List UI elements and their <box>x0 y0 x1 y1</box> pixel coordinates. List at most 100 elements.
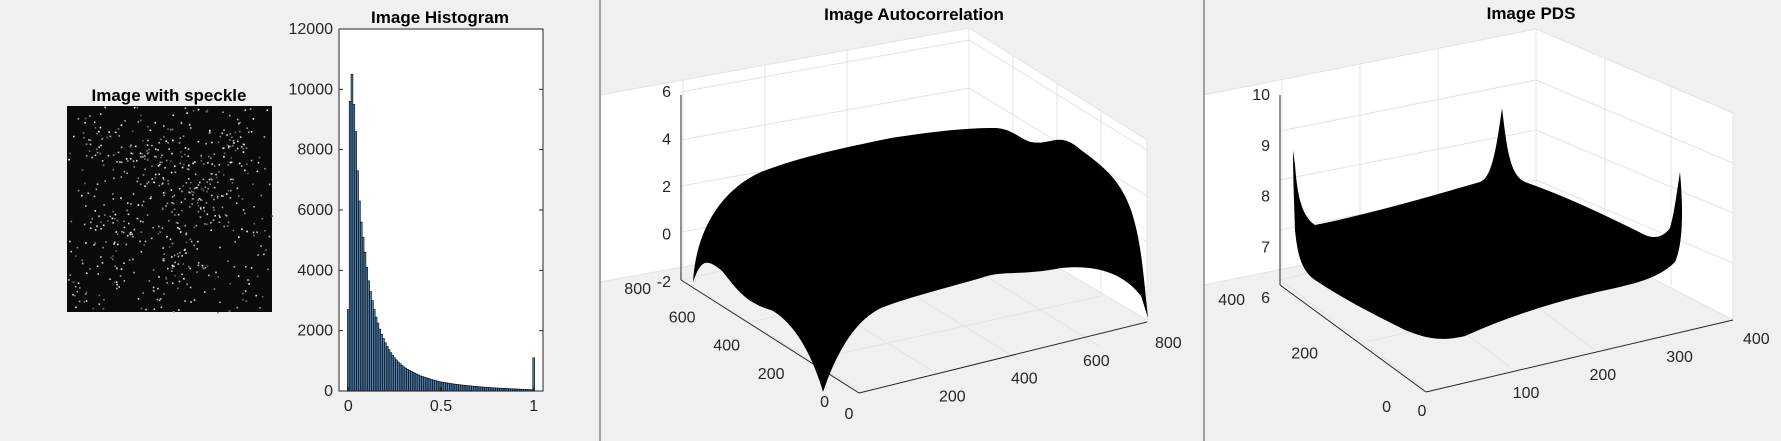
speckle-dot <box>182 185 184 187</box>
speckle-dot <box>142 204 144 206</box>
speckle-dot <box>121 124 123 126</box>
pds-x-tick-label: 400 <box>1743 331 1770 348</box>
speckle-dot <box>262 296 264 298</box>
autocorr-y-tick-label: 800 <box>624 281 651 298</box>
speckle-dot <box>152 227 154 229</box>
speckle-dot <box>218 171 220 173</box>
speckle-dot <box>89 115 91 117</box>
speckle-dot <box>210 158 212 160</box>
speckle-dot <box>238 275 240 277</box>
speckle-dot <box>93 308 95 310</box>
speckle-dot <box>229 310 231 312</box>
speckle-dot <box>211 195 213 197</box>
speckle-dot <box>102 247 104 249</box>
speckle-dot <box>213 209 215 211</box>
speckle-dot <box>253 232 255 234</box>
speckle-dot <box>157 299 159 301</box>
speckle-dot <box>222 195 224 197</box>
speckle-dot <box>236 203 238 205</box>
speckle-dot <box>272 215 274 217</box>
speckle-dot <box>245 109 247 111</box>
speckle-dot <box>181 156 183 158</box>
speckle-dot <box>137 218 139 220</box>
speckle-dot <box>206 191 208 193</box>
speckle-dot <box>86 272 88 274</box>
speckle-dot <box>84 122 86 124</box>
speckle-dot <box>226 193 228 195</box>
pds-x-tick-label: 100 <box>1513 385 1540 402</box>
speckle-dot <box>154 156 156 158</box>
histogram-y-tick-label: 12000 <box>289 21 334 38</box>
speckle-dot <box>193 245 195 247</box>
speckle-dot <box>115 214 117 216</box>
speckle-dot <box>259 307 261 309</box>
pds-y-tick-label: 400 <box>1218 292 1245 309</box>
speckle-dot <box>85 242 87 244</box>
speckle-dot <box>206 202 208 204</box>
speckle-dot <box>251 267 253 269</box>
speckle-dot <box>132 130 134 132</box>
speckle-dot <box>218 164 220 166</box>
autocorr-figure: Image Autocorrelation <box>601 0 1203 441</box>
speckle-dot <box>96 133 98 135</box>
speckle-dot <box>144 155 146 157</box>
speckle-dot <box>241 228 243 230</box>
speckle-dot <box>127 235 129 237</box>
speckle-dot <box>228 190 230 192</box>
autocorr-y-tick-label: 600 <box>669 309 696 326</box>
speckle-dot <box>155 148 157 150</box>
speckle-dot <box>124 120 126 122</box>
speckle-dot <box>97 273 99 275</box>
speckle-dot <box>168 183 170 185</box>
speckle-dot <box>215 174 217 176</box>
speckle-dot <box>90 144 92 146</box>
speckle-dot <box>181 210 183 212</box>
speckle-dot <box>112 255 114 257</box>
speckle-dot <box>171 172 173 174</box>
speckle-dot <box>243 148 245 150</box>
speckle-dot <box>229 115 231 117</box>
speckle-dot <box>167 180 169 182</box>
speckle-dot <box>179 188 181 190</box>
speckle-dot <box>163 253 165 255</box>
speckle-dot <box>126 158 128 160</box>
speckle-dot <box>151 165 153 167</box>
speckle-dot <box>113 154 115 156</box>
speckle-dot <box>257 254 259 256</box>
speckle-dot <box>186 233 188 235</box>
speckle-dot <box>241 165 243 167</box>
histogram-x-tick-label: 0.5 <box>430 398 452 415</box>
speckle-dot <box>146 183 148 185</box>
speckle-dot <box>195 174 197 176</box>
speckle-dot <box>229 283 231 285</box>
speckle-dot <box>134 166 136 168</box>
speckle-dot <box>264 136 266 138</box>
speckle-dot <box>167 203 169 205</box>
speckle-dot <box>211 142 213 144</box>
speckle-dot <box>189 188 191 190</box>
speckle-dot <box>120 197 122 199</box>
speckle-dot <box>138 177 140 179</box>
speckle-dot <box>215 272 217 274</box>
speckle-dot <box>193 110 195 112</box>
speckle-dot <box>185 252 187 254</box>
speckle-dot <box>157 149 159 151</box>
speckle-dot <box>227 260 229 262</box>
speckle-dot <box>74 295 76 297</box>
autocorr-y-tick-label: 200 <box>758 366 785 383</box>
speckle-dot <box>160 139 162 141</box>
speckle-dot <box>233 230 235 232</box>
pds-x-tick-label: 300 <box>1666 349 1693 366</box>
speckle-dot <box>163 177 165 179</box>
speckle-dot <box>190 287 192 289</box>
speckle-dot <box>174 255 176 257</box>
speckle-dot <box>230 146 232 148</box>
speckle-dot <box>269 184 271 186</box>
speckle-dot <box>138 298 140 300</box>
speckle-dot <box>217 197 219 199</box>
speckle-dot <box>201 188 203 190</box>
speckle-dot <box>210 222 212 224</box>
speckle-dot <box>181 191 183 193</box>
speckle-dot <box>86 300 88 302</box>
speckle-dot <box>237 307 239 309</box>
